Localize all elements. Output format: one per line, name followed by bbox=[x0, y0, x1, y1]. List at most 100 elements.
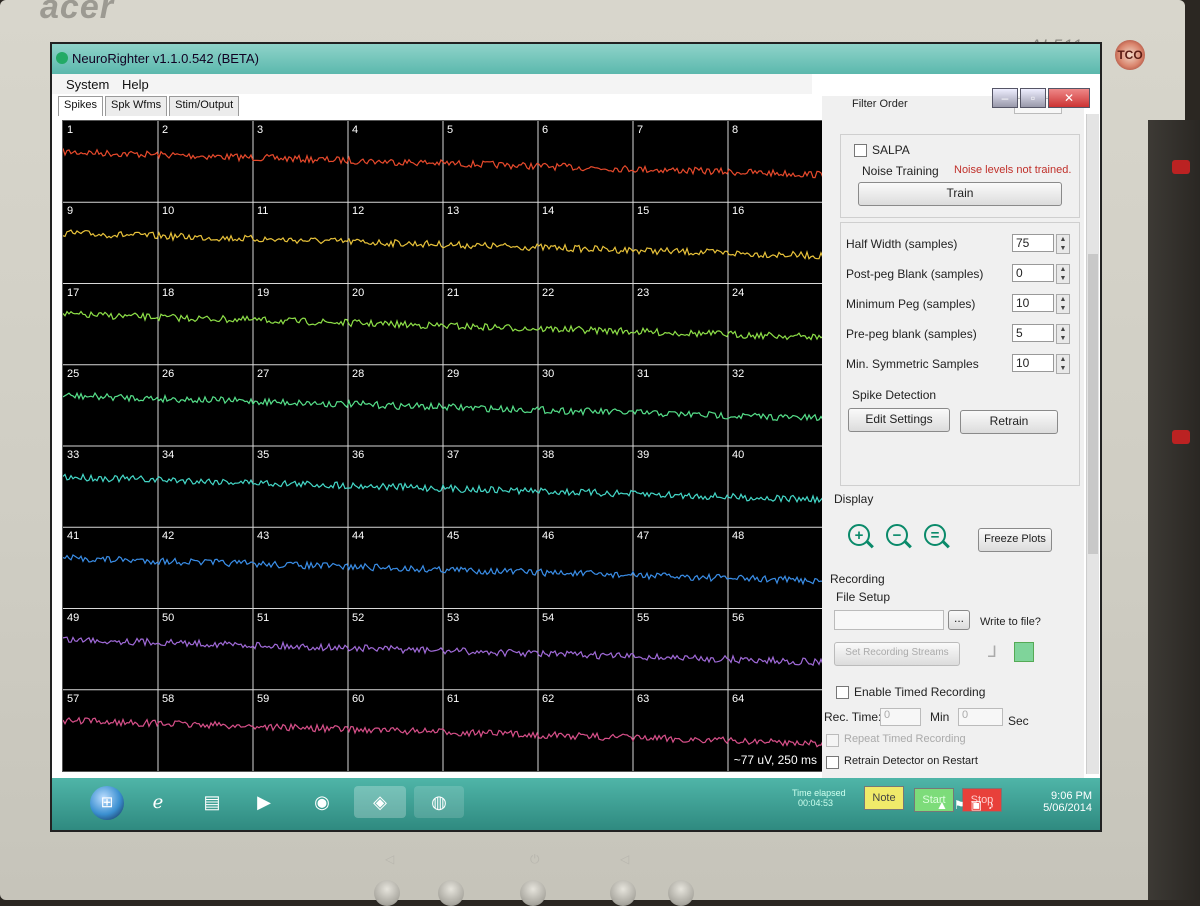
spike-plot[interactable]: 1 2 3 4 5 6 7 8 9 10 11 12 13 14 15 16 17 18 19 20 21 22 23 24 2… bbox=[62, 120, 824, 772]
display-label: Display bbox=[834, 492, 874, 506]
channel-trace bbox=[63, 310, 823, 341]
channel-number: 53 bbox=[447, 611, 460, 624]
zoom-out-icon[interactable]: − bbox=[886, 524, 908, 546]
spike-traces bbox=[63, 121, 823, 771]
media-player-icon[interactable]: ▶ bbox=[257, 792, 271, 812]
window-title: NeuroRighter v1.1.0.542 (BETA) bbox=[72, 51, 259, 66]
sec-label: Sec bbox=[1008, 714, 1029, 728]
channel-number: 49 bbox=[67, 611, 80, 624]
channel-number: 24 bbox=[732, 286, 745, 299]
spinner-arrows-icon[interactable]: ▲ ▼ bbox=[1056, 324, 1070, 344]
spinner-arrows-icon[interactable]: ▲ ▼ bbox=[1056, 234, 1070, 254]
rec-time-min-field[interactable]: 0 bbox=[880, 708, 921, 726]
repeat-timed-checkbox[interactable] bbox=[826, 734, 839, 747]
param-input[interactable]: 0 bbox=[1012, 264, 1054, 282]
channel-number: 6 bbox=[542, 124, 549, 136]
system-tray-icons[interactable]: ▲⚑▣♪ bbox=[936, 798, 1000, 812]
param-input[interactable]: 10 bbox=[1012, 354, 1054, 372]
param-input[interactable]: 75 bbox=[1012, 234, 1054, 252]
write-to-file-label: Write to file? bbox=[980, 616, 1041, 628]
spinner-arrows-icon[interactable]: ▲ ▼ bbox=[1056, 294, 1070, 314]
channel-trace bbox=[63, 148, 823, 179]
channel-number: 54 bbox=[542, 611, 555, 624]
retrain-button[interactable]: Retrain bbox=[960, 410, 1058, 434]
monitor-power-button[interactable] bbox=[520, 880, 546, 906]
monitor-control-mark: ◁ bbox=[385, 852, 395, 866]
monitor-button[interactable] bbox=[668, 880, 694, 906]
stop-button[interactable]: Stop bbox=[962, 788, 1002, 812]
channel-number: 56 bbox=[732, 611, 745, 624]
channel-number: 10 bbox=[162, 205, 175, 218]
start-button[interactable]: Start bbox=[914, 788, 954, 812]
minimize-icon[interactable]: – bbox=[992, 88, 1018, 108]
channel-number: 4 bbox=[352, 124, 359, 136]
freeze-plots-button[interactable]: Freeze Plots bbox=[978, 528, 1052, 552]
maximize-icon[interactable]: ▫ bbox=[1020, 88, 1046, 108]
channel-number: 48 bbox=[732, 530, 745, 543]
channel-number: 14 bbox=[542, 205, 555, 218]
app-taskbar-icon[interactable]: ◍ bbox=[414, 786, 464, 818]
channel-number: 45 bbox=[447, 530, 460, 543]
start-button-icon[interactable]: ⊞ bbox=[90, 786, 124, 820]
param-input[interactable]: 5 bbox=[1012, 324, 1054, 342]
taskbar: ⊞ ℯ ▤ ▶ ◉ ◈ ◍ Time elapsed 00:04:53 Note… bbox=[52, 778, 1100, 830]
edit-settings-button[interactable]: Edit Settings bbox=[848, 408, 950, 432]
spinner-arrows-icon[interactable]: ▲ ▼ bbox=[1056, 354, 1070, 374]
channel-number: 33 bbox=[67, 449, 80, 461]
menu-help[interactable]: Help bbox=[122, 77, 149, 92]
clock-time: 9:06 PM bbox=[1051, 790, 1092, 802]
set-recording-streams-button[interactable]: Set Recording Streams bbox=[834, 642, 960, 666]
channel-number: 2 bbox=[162, 124, 169, 136]
channel-number: 32 bbox=[732, 367, 745, 380]
spinner-arrows-icon[interactable]: ▲ ▼ bbox=[1056, 264, 1070, 284]
zoom-fit-icon[interactable]: = bbox=[924, 524, 946, 546]
tab-stim-output[interactable]: Stim/Output bbox=[169, 96, 240, 116]
channel-number: 62 bbox=[542, 692, 555, 705]
rec-time-sec-field[interactable]: 0 bbox=[958, 708, 1003, 726]
monitor-control-mark: ⏻ bbox=[530, 852, 540, 866]
enable-timed-checkbox[interactable] bbox=[836, 686, 849, 699]
channel-trace bbox=[63, 554, 823, 586]
channel-number: 59 bbox=[257, 692, 270, 705]
param-input[interactable]: 10 bbox=[1012, 294, 1054, 312]
time-elapsed-label: Time elapsed bbox=[792, 788, 846, 798]
tab-spikes[interactable]: Spikes bbox=[58, 96, 104, 116]
channel-number: 5 bbox=[447, 124, 454, 136]
channel-number: 23 bbox=[637, 286, 650, 299]
scroll-thumb[interactable] bbox=[1088, 254, 1098, 554]
channel-number: 19 bbox=[257, 286, 270, 299]
monitor-button[interactable] bbox=[610, 880, 636, 906]
channel-number: 25 bbox=[67, 367, 80, 380]
monitor-button[interactable] bbox=[374, 880, 400, 906]
salpa-checkbox[interactable] bbox=[854, 144, 867, 157]
clock-date: 5/06/2014 bbox=[1043, 802, 1092, 814]
channel-number: 37 bbox=[447, 449, 460, 461]
train-button[interactable]: Train bbox=[858, 182, 1062, 206]
detection-group bbox=[840, 222, 1080, 486]
channel-number: 8 bbox=[732, 124, 739, 136]
file-explorer-icon[interactable]: ▤ bbox=[203, 792, 221, 812]
noise-training-label: Noise Training bbox=[862, 164, 939, 178]
browse-button[interactable]: ... bbox=[948, 610, 970, 630]
channel-number: 30 bbox=[542, 367, 555, 380]
close-icon[interactable]: ✕ bbox=[1048, 88, 1090, 108]
channel-number: 3 bbox=[257, 124, 264, 136]
channel-trace bbox=[63, 716, 823, 748]
chrome-icon[interactable]: ◉ bbox=[314, 792, 330, 812]
clock[interactable]: 9:06 PM 5/06/2014 bbox=[1043, 790, 1092, 814]
monitor-button[interactable] bbox=[438, 880, 464, 906]
panel-scrollbar[interactable] bbox=[1086, 114, 1099, 774]
channel-number: 43 bbox=[257, 530, 270, 543]
internet-explorer-icon[interactable]: ℯ bbox=[152, 792, 164, 812]
zoom-in-icon[interactable]: + bbox=[848, 524, 870, 546]
note-button[interactable]: Note bbox=[864, 786, 904, 810]
menu-bar: System Help bbox=[52, 74, 812, 94]
tab-spk-wfms[interactable]: Spk Wfms bbox=[105, 96, 168, 116]
channel-number: 51 bbox=[257, 611, 270, 624]
channel-number: 20 bbox=[352, 286, 365, 299]
neurorighter-taskbar-icon[interactable]: ◈ bbox=[354, 786, 406, 818]
retrain-on-restart-checkbox[interactable] bbox=[826, 756, 839, 769]
file-path-field[interactable] bbox=[834, 610, 944, 630]
tab-strip: Spikes Spk Wfms Stim/Output bbox=[58, 96, 241, 116]
menu-system[interactable]: System bbox=[66, 77, 110, 92]
